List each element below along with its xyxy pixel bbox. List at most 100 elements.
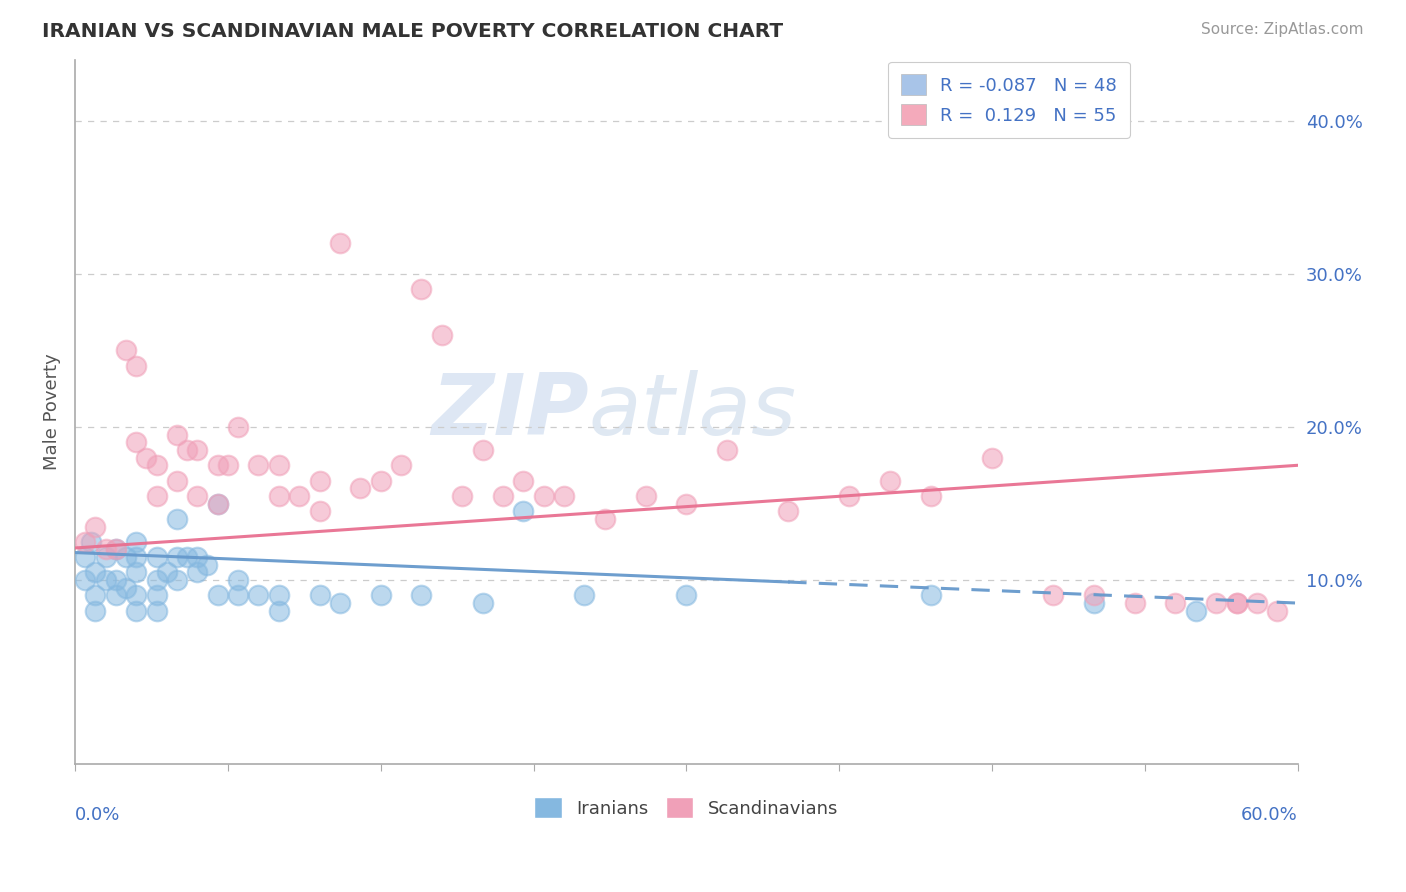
Point — [308, 504, 330, 518]
Point — [349, 481, 371, 495]
Text: atlas: atlas — [589, 370, 797, 453]
Point — [389, 458, 412, 473]
Point — [267, 589, 290, 603]
Text: ZIP: ZIP — [430, 370, 589, 453]
Point — [411, 282, 433, 296]
Point — [94, 542, 117, 557]
Point — [145, 573, 167, 587]
Point — [675, 497, 697, 511]
Text: 60.0%: 60.0% — [1241, 806, 1298, 824]
Point — [115, 550, 138, 565]
Point — [247, 589, 270, 603]
Text: Source: ZipAtlas.com: Source: ZipAtlas.com — [1201, 22, 1364, 37]
Point — [226, 589, 249, 603]
Point — [267, 458, 290, 473]
Point — [84, 589, 107, 603]
Point — [166, 550, 188, 565]
Point — [430, 328, 453, 343]
Point — [593, 512, 616, 526]
Point — [145, 589, 167, 603]
Point — [207, 497, 229, 511]
Point — [308, 474, 330, 488]
Point — [981, 450, 1004, 465]
Point — [574, 589, 596, 603]
Point — [370, 474, 392, 488]
Point — [166, 474, 188, 488]
Point — [135, 450, 157, 465]
Point — [553, 489, 575, 503]
Text: 0.0%: 0.0% — [75, 806, 121, 824]
Point — [166, 512, 188, 526]
Point — [186, 489, 208, 503]
Point — [75, 550, 97, 565]
Point — [1083, 589, 1105, 603]
Point — [166, 573, 188, 587]
Point — [838, 489, 860, 503]
Point — [1184, 604, 1206, 618]
Y-axis label: Male Poverty: Male Poverty — [44, 353, 60, 470]
Point — [207, 497, 229, 511]
Point — [75, 534, 97, 549]
Point — [125, 589, 148, 603]
Point — [247, 458, 270, 473]
Point — [125, 534, 148, 549]
Point — [1246, 596, 1268, 610]
Point — [1265, 604, 1288, 618]
Point — [104, 573, 127, 587]
Point — [84, 519, 107, 533]
Point — [156, 566, 179, 580]
Point — [84, 604, 107, 618]
Point — [288, 489, 311, 503]
Point — [125, 435, 148, 450]
Point — [104, 542, 127, 557]
Point — [145, 550, 167, 565]
Point — [94, 573, 117, 587]
Point — [125, 550, 148, 565]
Point — [675, 589, 697, 603]
Point — [329, 236, 352, 251]
Point — [1225, 596, 1247, 610]
Point — [186, 442, 208, 457]
Point — [1042, 589, 1064, 603]
Point — [166, 427, 188, 442]
Point — [451, 489, 474, 503]
Point — [492, 489, 515, 503]
Point — [207, 458, 229, 473]
Point — [920, 589, 942, 603]
Point — [308, 589, 330, 603]
Point — [176, 550, 198, 565]
Point — [226, 573, 249, 587]
Point — [471, 442, 494, 457]
Point — [145, 604, 167, 618]
Point — [75, 573, 97, 587]
Point — [634, 489, 657, 503]
Point — [370, 589, 392, 603]
Point — [207, 589, 229, 603]
Point — [145, 458, 167, 473]
Point — [80, 534, 103, 549]
Point — [1123, 596, 1146, 610]
Point — [920, 489, 942, 503]
Point — [115, 343, 138, 358]
Text: IRANIAN VS SCANDINAVIAN MALE POVERTY CORRELATION CHART: IRANIAN VS SCANDINAVIAN MALE POVERTY COR… — [42, 22, 783, 41]
Point — [778, 504, 800, 518]
Point — [226, 420, 249, 434]
Point — [125, 359, 148, 373]
Point — [176, 442, 198, 457]
Point — [125, 604, 148, 618]
Point — [186, 566, 208, 580]
Point — [1225, 596, 1247, 610]
Point — [471, 596, 494, 610]
Point — [1083, 596, 1105, 610]
Point — [84, 566, 107, 580]
Point — [197, 558, 219, 572]
Point — [533, 489, 555, 503]
Point — [879, 474, 901, 488]
Point — [512, 504, 534, 518]
Point — [1164, 596, 1187, 610]
Point — [716, 442, 738, 457]
Point — [104, 589, 127, 603]
Point — [411, 589, 433, 603]
Point — [125, 566, 148, 580]
Point — [217, 458, 239, 473]
